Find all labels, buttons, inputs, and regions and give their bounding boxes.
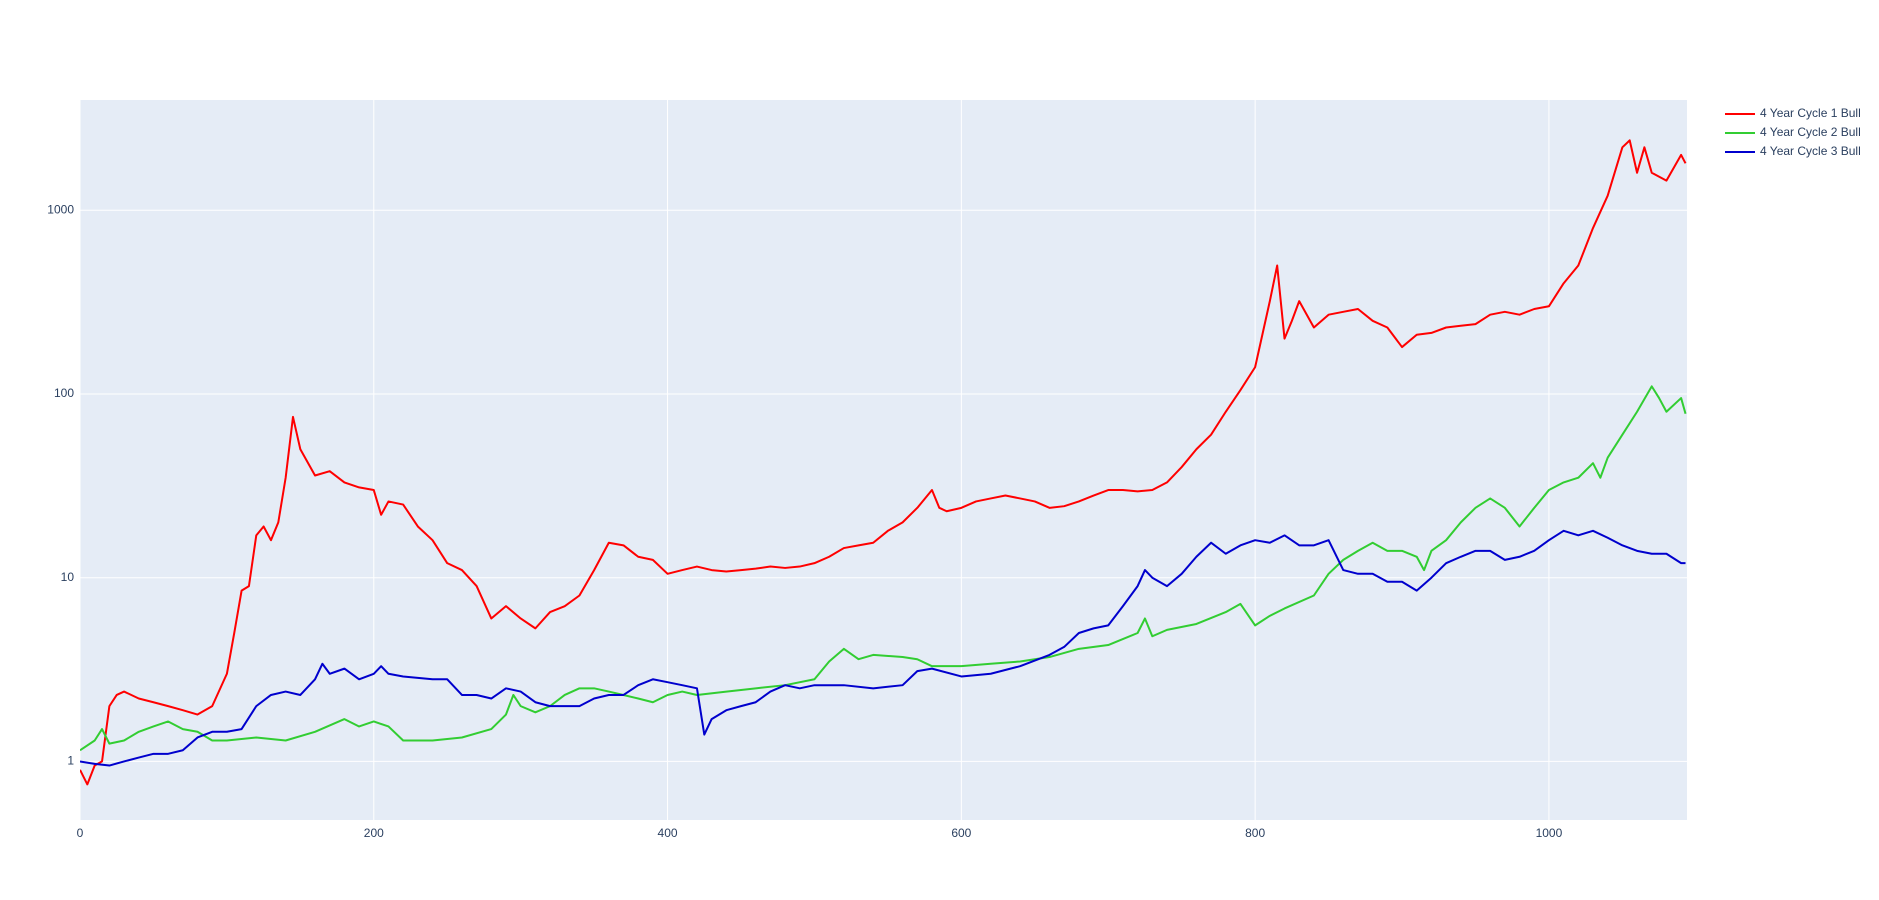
line xyxy=(80,385,1687,752)
plot-area xyxy=(80,100,1687,820)
y-tick-label: 1 xyxy=(67,754,74,768)
legend-label: 4 Year Cycle 2 Bull xyxy=(1760,125,1861,139)
x-tick-label: 600 xyxy=(951,826,971,840)
x-tick-label: 0 xyxy=(77,826,84,840)
legend-label: 4 Year Cycle 3 Bull xyxy=(1760,144,1861,158)
line xyxy=(80,529,1686,767)
y-tick-label: 10 xyxy=(61,570,75,584)
x-tick-label: 800 xyxy=(1245,826,1265,840)
y-tick-label: 100 xyxy=(54,386,74,400)
x-tick-label: 400 xyxy=(658,826,678,840)
line xyxy=(80,139,1687,786)
y-tick-label: 1000 xyxy=(47,202,74,216)
x-tick-label: 200 xyxy=(364,826,384,840)
legend-label: 4 Year Cycle 1 Bull xyxy=(1760,106,1861,120)
x-tick-label: 1000 xyxy=(1536,826,1563,840)
